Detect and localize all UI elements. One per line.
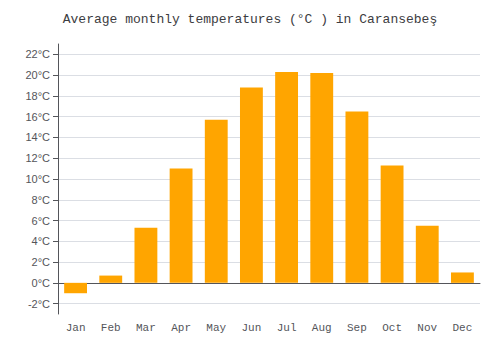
svg-text:16°C: 16°C (25, 111, 50, 123)
svg-text:May: May (206, 322, 226, 334)
svg-text:6°C: 6°C (32, 215, 51, 227)
svg-text:Average monthly temperatures (: Average monthly temperatures (°C ) in Ca… (63, 12, 437, 27)
svg-text:Nov: Nov (417, 322, 437, 334)
svg-text:Jan: Jan (66, 322, 86, 334)
svg-text:18°C: 18°C (25, 90, 50, 102)
svg-text:-2°C: -2°C (28, 298, 50, 310)
svg-text:Aug: Aug (312, 322, 332, 334)
svg-text:2°C: 2°C (32, 256, 51, 268)
svg-text:Jul: Jul (277, 322, 297, 334)
svg-text:12°C: 12°C (25, 152, 50, 164)
svg-text:Mar: Mar (136, 322, 156, 334)
svg-text:10°C: 10°C (25, 173, 50, 185)
svg-text:0°C: 0°C (32, 277, 51, 289)
svg-text:20°C: 20°C (25, 69, 50, 81)
svg-text:14°C: 14°C (25, 131, 50, 143)
svg-text:22°C: 22°C (25, 48, 50, 60)
svg-text:Dec: Dec (453, 322, 473, 334)
svg-text:4°C: 4°C (32, 235, 51, 247)
svg-text:Feb: Feb (101, 322, 121, 334)
svg-text:Oct: Oct (382, 322, 402, 334)
svg-text:Jun: Jun (242, 322, 262, 334)
svg-text:Apr: Apr (171, 322, 191, 334)
svg-text:Sep: Sep (347, 322, 367, 334)
svg-text:8°C: 8°C (32, 194, 51, 206)
